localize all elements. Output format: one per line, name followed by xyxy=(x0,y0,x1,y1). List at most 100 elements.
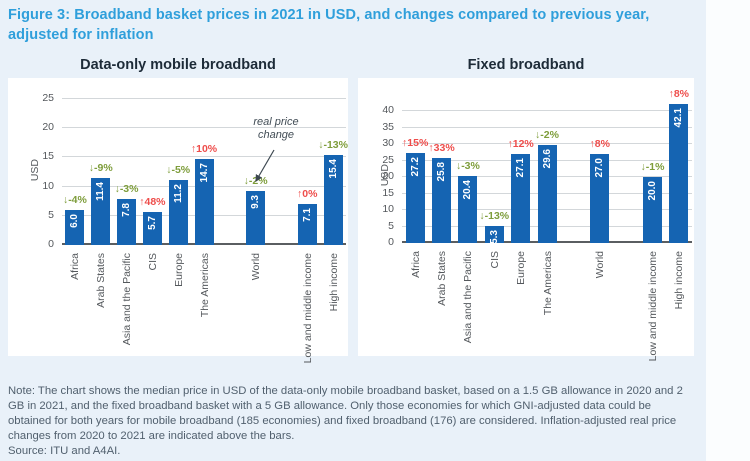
bar-value-label: 27.1 xyxy=(515,157,527,178)
y-tick-label: 15 xyxy=(382,186,394,199)
change-label-asia-and-the-pacific: ↓-3% xyxy=(455,159,480,172)
gridline xyxy=(402,126,692,128)
bar-value-label: 9.3 xyxy=(250,194,262,209)
bar-value-label: 20.4 xyxy=(462,179,474,200)
change-label-europe: ↓-5% xyxy=(166,163,191,176)
y-tick-label: 0 xyxy=(48,238,54,250)
x-category-label: Low and middle income xyxy=(646,251,659,362)
y-tick-label: 10 xyxy=(382,203,394,215)
x-category-label: The Americas xyxy=(541,251,554,316)
gridline xyxy=(402,110,692,111)
figure-footnotes: Note: The chart shows the median price i… xyxy=(8,384,696,459)
bar-value-label: 11.2 xyxy=(172,183,184,203)
change-label-high-income: ↑8% xyxy=(668,88,690,101)
y-tick-label: 25 xyxy=(42,92,54,104)
change-label-africa: ↑15% xyxy=(402,137,429,150)
x-category-label: Europe xyxy=(172,253,185,287)
bar-asia-and-the-pacific xyxy=(117,199,137,245)
bar-low-and-middle-income xyxy=(297,203,317,245)
change-label-africa: ↓-4% xyxy=(62,193,87,206)
chart-title-fixed-broadband: Fixed broadband xyxy=(467,57,585,73)
x-category-label: High income xyxy=(327,253,340,312)
bar-value-label: 20.0 xyxy=(646,181,658,201)
y-tick-label: 30 xyxy=(382,137,394,149)
x-category-label: CIS xyxy=(488,251,501,269)
y-tick-label: 10 xyxy=(42,179,54,192)
bar-europe xyxy=(168,179,188,245)
bar-value-label: 5.7 xyxy=(146,215,158,230)
y-tick-label: 40 xyxy=(382,104,394,116)
chart-panel-mobile-broadband: USD 6.0 ↓-4% 11.4 ↓-9% 7.8 ↓-3% 5.7 ↑48% 11.2 ↓-5%… xyxy=(8,78,348,363)
y-tick-label: 20 xyxy=(382,170,394,182)
bar-europe xyxy=(511,153,531,243)
change-label-europe: ↑12% xyxy=(507,137,534,150)
x-category-label: CIS xyxy=(146,253,159,271)
bar-arab-states xyxy=(91,178,111,245)
x-category-label: Asia and the Pacific xyxy=(462,251,475,344)
change-label-the-americas: ↓-2% xyxy=(535,129,559,142)
bar-africa xyxy=(65,209,85,245)
gridline xyxy=(62,98,346,99)
x-category-label: Asia and the Pacific xyxy=(121,253,134,346)
change-label-cis: ↑48% xyxy=(139,195,166,208)
bar-arab-states xyxy=(432,157,452,243)
change-label-arab-states: ↓-9% xyxy=(88,162,113,175)
plot-area-mobile: 6.0 ↓-4% 11.4 ↓-9% 7.8 ↓-3% 5.7 ↑48% 11.2 ↓-5% 14.… xyxy=(62,98,348,245)
y-tick-label: 35 xyxy=(382,120,394,133)
bar-value-label: 25.8 xyxy=(436,161,448,182)
change-label-asia-and-the-pacific: ↓-3% xyxy=(114,183,139,196)
change-label-low-and-middle-income: ↑0% xyxy=(297,187,318,200)
change-label-low-and-middle-income: ↓-1% xyxy=(640,161,665,173)
x-category-label: Africa xyxy=(409,251,422,278)
x-category-label: Arab States xyxy=(436,251,449,306)
bar-the-americas xyxy=(537,145,557,243)
y-tick-label: 5 xyxy=(48,208,54,221)
figure-source: Source: ITU and A4AI. xyxy=(8,444,121,457)
bar-value-label: 5.3 xyxy=(488,229,500,244)
bar-the-americas xyxy=(194,159,214,245)
change-label-arab-states: ↑33% xyxy=(428,141,455,154)
bar-value-label: 6.0 xyxy=(69,213,81,228)
chart-title-mobile-broadband: Data-only mobile broadband xyxy=(80,57,276,73)
figure-title: Figure 3: Broadband basket prices in 202… xyxy=(8,7,650,43)
x-category-label: Europe xyxy=(515,251,528,285)
x-category-label: World xyxy=(250,253,263,281)
bar-high-income xyxy=(669,104,689,243)
x-category-label: Africa xyxy=(69,253,82,280)
x-category-label: Low and middle income xyxy=(301,253,314,364)
bar-high-income xyxy=(323,155,343,245)
y-tick-label: 25 xyxy=(382,153,394,166)
bar-low-and-middle-income xyxy=(642,177,662,243)
bar-value-label: 42.1 xyxy=(673,108,685,128)
figure-note: Note: The chart shows the median price i… xyxy=(8,385,683,442)
bar-africa xyxy=(405,153,425,243)
x-category-label: High income xyxy=(673,251,686,310)
plot-area-fixed: 27.2 ↑15% 25.8 ↑33% 20.4 ↓-3% 5.3 ↓-13% 27.1 ↑12%… xyxy=(402,88,692,244)
change-label-world: ↑8% xyxy=(589,137,610,150)
chart-panel-fixed-broadband: USD 27.2 ↑15% 25.8 ↑33% 20.4 ↓-3% 5.3 ↓-13% 27.1 ↑… xyxy=(358,78,694,361)
y-tick-label: 5 xyxy=(388,219,394,232)
x-category-label: Arab States xyxy=(95,253,108,308)
annotation-arrow xyxy=(248,148,284,193)
gridline xyxy=(402,143,692,144)
annotation-real-price-change: real price change xyxy=(253,116,299,142)
bar-world xyxy=(246,190,266,245)
change-label-cis: ↓-13% xyxy=(479,209,510,222)
y-tick-label: 15 xyxy=(42,150,54,163)
x-category-label: World xyxy=(594,251,607,279)
bar-value-label: 7.8 xyxy=(121,203,133,218)
bar-value-label: 27.0 xyxy=(594,157,606,178)
bar-world xyxy=(590,153,610,243)
bar-cis xyxy=(484,225,504,243)
y-tick-label: 20 xyxy=(42,121,54,134)
change-label-high-income: ↓-13% xyxy=(318,139,348,152)
bar-value-label: 7.1 xyxy=(301,207,313,222)
bar-cis xyxy=(142,211,162,245)
bar-value-label: 11.4 xyxy=(95,182,107,202)
bar-value-label: 29.6 xyxy=(541,149,553,169)
change-label-the-americas: ↑10% xyxy=(190,143,218,156)
bar-value-label: 15.4 xyxy=(327,159,339,179)
gridline xyxy=(62,156,346,158)
y-tick-label: 0 xyxy=(388,236,394,248)
x-category-label: The Americas xyxy=(198,253,211,318)
